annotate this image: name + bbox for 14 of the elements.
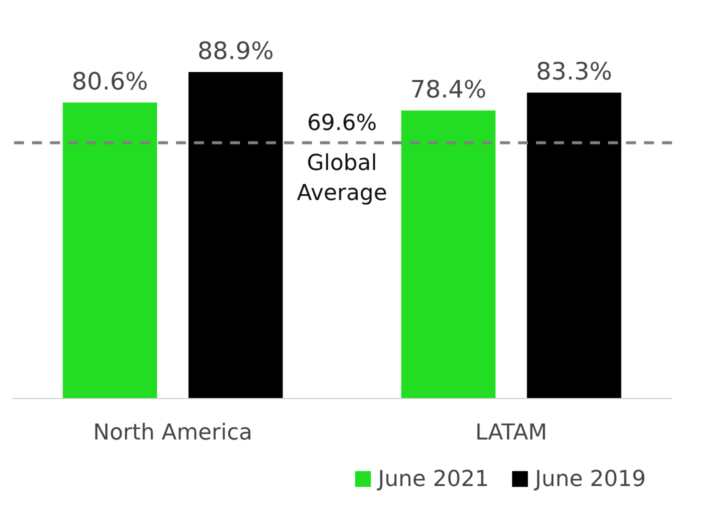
data-label: 88.9% (198, 37, 274, 66)
bar (526, 92, 622, 398)
data-label: 80.6% (72, 67, 148, 96)
data-label: 83.3% (536, 58, 612, 86)
x-tick-label: LATAM (475, 420, 548, 446)
legend-label: June 2019 (533, 467, 646, 492)
bar (62, 102, 158, 398)
bar (188, 72, 283, 398)
annotation: 69.6% (307, 110, 377, 136)
data-label: 78.4% (410, 76, 486, 104)
legend-label: June 2021 (376, 467, 489, 492)
ref-line-label: Global Average (296, 150, 388, 206)
bar (401, 110, 496, 398)
x-tick-label: North America (93, 420, 252, 446)
